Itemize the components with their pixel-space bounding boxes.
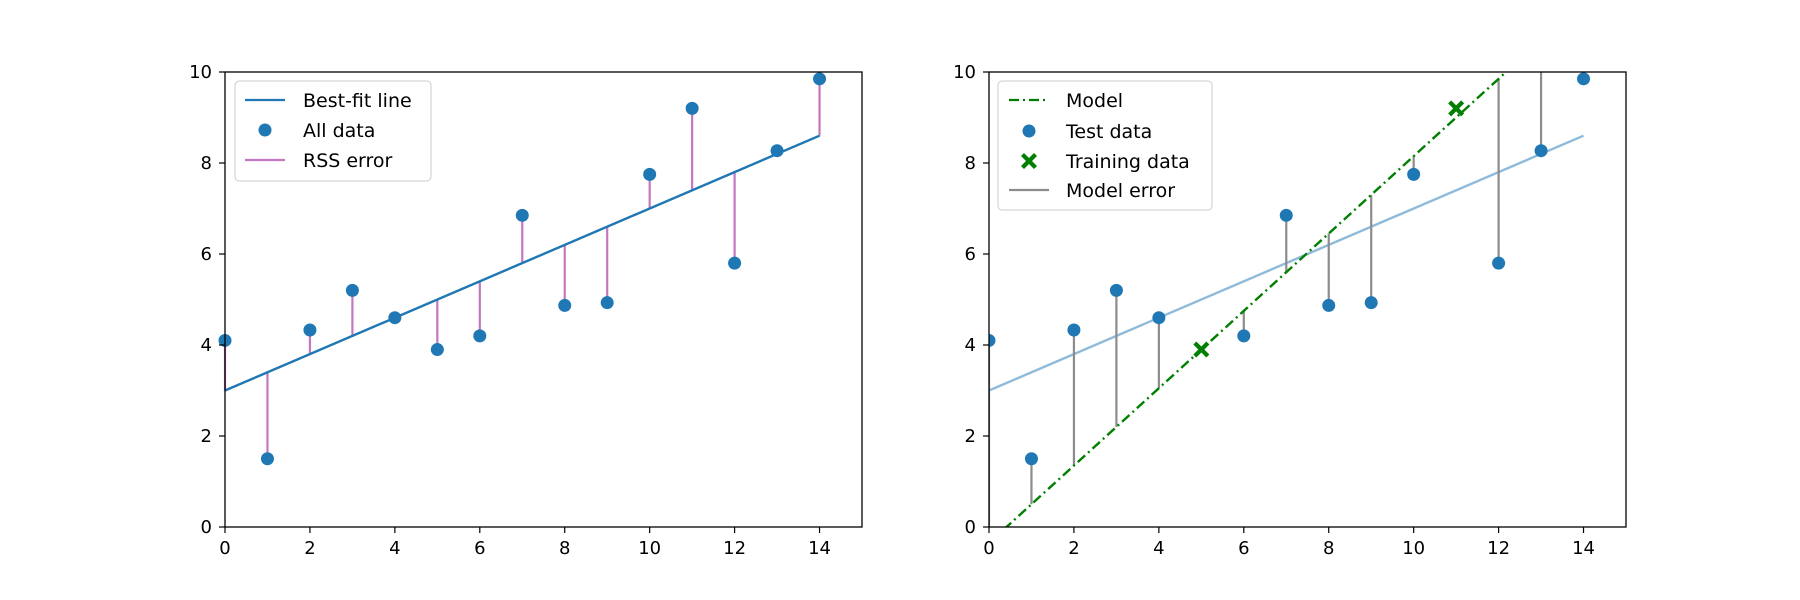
- legend-swatch-training-data: [1021, 153, 1037, 169]
- left-x-tick-label: 0: [219, 538, 230, 559]
- legend-label-best-fit-line: Best-fit line: [303, 90, 412, 112]
- right-x-tick-label: 2: [1068, 538, 1079, 559]
- right-y-tick-label: 0: [965, 517, 976, 538]
- right-legend: Model Test data Training data Model erro…: [997, 80, 1213, 211]
- test-data-point: [1364, 296, 1378, 310]
- left-y-tick-label: 4: [201, 335, 212, 356]
- test-data-point: [1577, 72, 1591, 86]
- legend-label-model-error: Model error: [1066, 180, 1175, 202]
- right-x-tick-label: 8: [1323, 538, 1334, 559]
- left-y-tick-label: 8: [201, 153, 212, 174]
- data-point: [260, 452, 274, 466]
- data-point: [558, 298, 572, 312]
- left-x-tick-label: 8: [559, 538, 570, 559]
- legend-label-all-data: All data: [303, 120, 375, 142]
- right-clipped-layer: [989, 72, 1591, 527]
- left-y-tick-label: 10: [189, 62, 212, 83]
- right-y-tick-label: 4: [965, 335, 976, 356]
- right-x-tick-label: 0: [983, 538, 994, 559]
- data-point: [515, 208, 529, 222]
- data-point: [685, 101, 699, 115]
- left-x-tick-label: 6: [474, 538, 485, 559]
- left-x-tick-label: 14: [808, 538, 831, 559]
- right-x-tick-label: 12: [1487, 538, 1510, 559]
- data-point: [473, 329, 487, 343]
- test-data-point: [1067, 323, 1081, 337]
- legend-label-test-data: Test data: [1065, 121, 1152, 143]
- test-data-point: [1279, 208, 1293, 222]
- left-subplot: 0 2 4 6 8 10 12 14 0 2 4 6 8 10 Best-fit line All dat…: [189, 62, 863, 559]
- left-ticks: 0 2 4 6 8 10 12 14 0 2 4 6 8 10: [189, 62, 831, 559]
- test-data-point: [1152, 311, 1166, 325]
- data-point: [813, 72, 827, 86]
- right-ticks: 0 2 4 6 8 10 12 14 0 2 4 6 8 10: [953, 62, 1595, 559]
- right-y-tick-label: 8: [965, 153, 976, 174]
- left-data-layer: [218, 72, 827, 466]
- right-x-tick-label: 14: [1572, 538, 1595, 559]
- left-x-tick-label: 10: [638, 538, 661, 559]
- legend-swatch-all-data: [258, 123, 272, 137]
- test-data-point: [1237, 329, 1251, 343]
- left-x-tick-label: 4: [389, 538, 400, 559]
- right-x-tick-label: 4: [1153, 538, 1164, 559]
- test-data-point: [989, 333, 996, 347]
- left-x-tick-label: 2: [304, 538, 315, 559]
- right-x-tick-label: 6: [1238, 538, 1249, 559]
- data-point: [728, 256, 742, 270]
- data-point: [388, 311, 402, 325]
- left-y-tick-label: 2: [201, 426, 212, 447]
- data-point: [600, 296, 614, 310]
- legend-label-rss-error: RSS error: [303, 150, 393, 172]
- test-data-point: [1492, 256, 1506, 270]
- right-y-tick-label: 2: [965, 426, 976, 447]
- left-y-tick-label: 0: [201, 517, 212, 538]
- best-fit-line: [224, 134, 821, 392]
- right-axes-frame: [988, 71, 1627, 528]
- test-data-point: [1534, 144, 1548, 158]
- data-point: [770, 144, 784, 158]
- test-data-point: [1024, 452, 1038, 466]
- left-legend: Best-fit line All data RSS error: [234, 80, 432, 182]
- right-y-tick-label: 10: [953, 62, 976, 83]
- left-x-tick-label: 12: [723, 538, 746, 559]
- model-line: [1004, 72, 1508, 527]
- training-data-point: [1448, 100, 1465, 117]
- test-data-point: [1407, 167, 1421, 181]
- data-point: [643, 167, 657, 181]
- left-axes-frame: [224, 71, 863, 528]
- right-data-layer: [989, 72, 1591, 527]
- legend-label-training-data: Training data: [1065, 151, 1190, 173]
- test-data-point: [1109, 283, 1123, 297]
- data-point: [303, 323, 317, 337]
- data-point: [430, 343, 444, 357]
- legend-label-model: Model: [1066, 90, 1123, 112]
- data-point: [345, 283, 359, 297]
- right-legend-box: [997, 80, 1213, 211]
- left-legend-box: [234, 80, 432, 182]
- legend-swatch-test-data: [1022, 124, 1036, 138]
- right-x-tick-label: 10: [1402, 538, 1425, 559]
- test-data-point: [1322, 298, 1336, 312]
- training-data-point: [1193, 341, 1210, 358]
- right-subplot: 0 2 4 6 8 10 12 14 0 2 4 6 8 10 Model Test data Train…: [953, 62, 1627, 559]
- left-y-tick-label: 6: [201, 244, 212, 265]
- right-y-tick-label: 6: [965, 244, 976, 265]
